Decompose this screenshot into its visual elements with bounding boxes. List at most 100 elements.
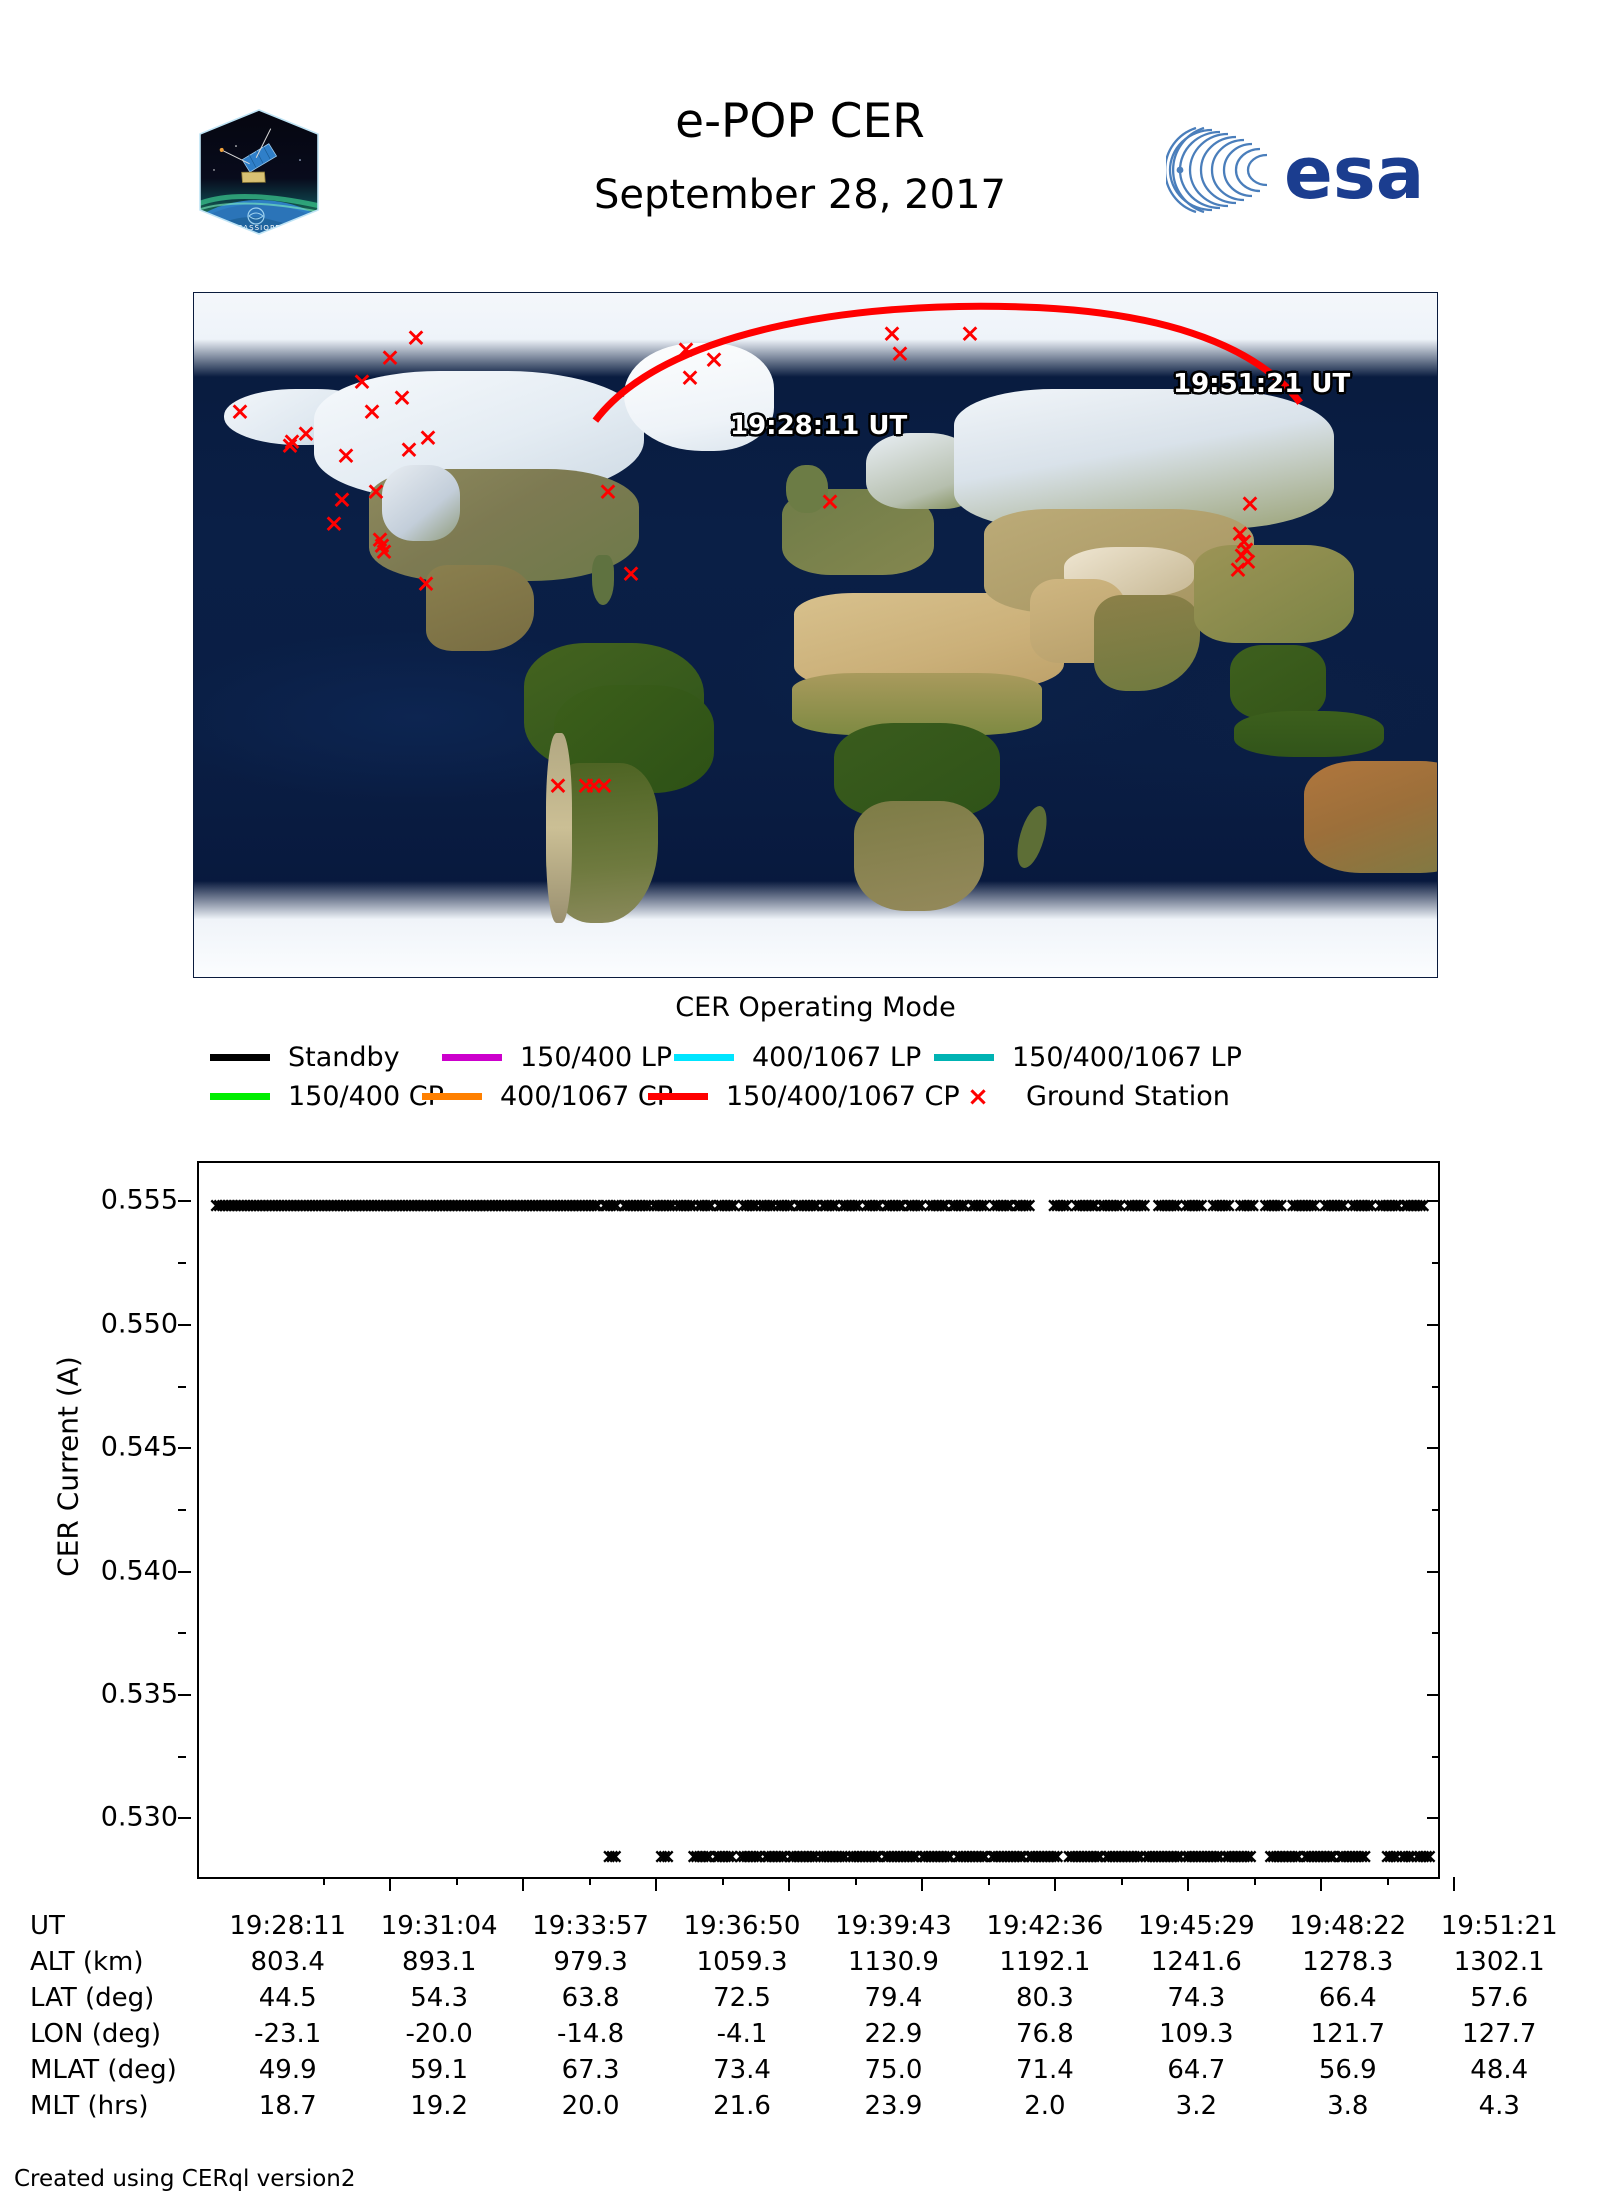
y-tick-mark-minor: [1432, 1508, 1440, 1511]
scatter-marker: ×: [1204, 1192, 1222, 1217]
scatter-marker: ×: [1303, 1844, 1320, 1869]
scatter-marker: ×: [625, 1192, 642, 1217]
legend-color-swatch: [648, 1093, 708, 1100]
ground-station-marker: ×: [881, 318, 903, 348]
table-row-header: ALT (km): [30, 1947, 144, 1977]
scatter-marker: ×: [530, 1192, 548, 1217]
scatter-marker: ×: [802, 1192, 819, 1217]
scatter-marker: ×: [1045, 1192, 1063, 1217]
y-tick-mark: [178, 1817, 191, 1820]
scatter-marker: ×: [1347, 1192, 1364, 1217]
x-tick-mark-minor: [1253, 1877, 1256, 1885]
legend-item-ground-station: × Ground Station: [948, 1081, 1230, 1112]
ground-station-marker: ×: [335, 440, 357, 470]
scatter-marker: ×: [1283, 1844, 1301, 1869]
ground-station-marker: ×: [391, 382, 413, 412]
legend-item-150-400-1067-cp: 150/400/1067 CP: [648, 1081, 960, 1112]
scatter-marker: ×: [766, 1844, 784, 1869]
scatter-marker: ×: [217, 1192, 235, 1217]
y-tick-mark: [178, 1200, 191, 1203]
scatter-marker: ×: [827, 1844, 845, 1869]
scatter-marker: ×: [1414, 1192, 1432, 1217]
scatter-marker: ×: [672, 1192, 690, 1217]
y-tick-mark-minor: [178, 1508, 186, 1511]
scatter-marker: ×: [986, 1844, 1004, 1869]
landmass-southeast-asia: [1230, 645, 1326, 719]
landmass-florida: [592, 555, 614, 605]
scatter-marker: ×: [789, 1192, 807, 1217]
scatter-marker: ×: [1183, 1192, 1201, 1217]
scatter-marker: ×: [921, 1192, 939, 1217]
scatter-marker: ×: [752, 1192, 770, 1217]
legend-row: 150/400 CP 400/1067 CP 150/400/1067 CP × Gro…: [210, 1077, 1440, 1116]
scatter-marker: ×: [1186, 1192, 1204, 1217]
world-map-orbit-panel: × × × × × × × × × × × × × × × × × × × × × × × × × × × × × × × × × × × × × × × …: [193, 292, 1438, 978]
scatter-marker: ×: [1244, 1192, 1262, 1217]
scatter-marker: ×: [744, 1844, 762, 1869]
scatter-marker: ×: [640, 1192, 658, 1217]
scatter-marker: ×: [920, 1844, 938, 1869]
scatter-marker: ×: [1156, 1844, 1174, 1869]
ground-station-marker: ×: [959, 318, 981, 348]
scatter-marker: ×: [1080, 1192, 1098, 1217]
scatter-marker: ×: [966, 1192, 984, 1217]
scatter-marker: ×: [1303, 1192, 1320, 1217]
scatter-marker: ×: [688, 1844, 706, 1869]
scatter-marker: ×: [1189, 1844, 1207, 1869]
scatter-marker: ×: [700, 1844, 718, 1869]
scatter-marker: ×: [350, 1192, 368, 1217]
scatter-marker: ×: [1289, 1844, 1307, 1869]
scatter-marker: ×: [223, 1192, 241, 1217]
scatter-marker: ×: [307, 1192, 324, 1217]
scatter-marker: ×: [1411, 1192, 1429, 1217]
ground-station-marker: ×: [620, 558, 642, 588]
scatter-marker: ×: [634, 1192, 652, 1217]
table-cell: 979.3: [553, 1947, 628, 1977]
scatter-marker: ×: [1306, 1844, 1323, 1869]
scatter-marker: ×: [549, 1192, 566, 1217]
scatter-marker: ×: [1287, 1192, 1305, 1217]
scatter-marker: ×: [608, 1192, 625, 1217]
scatter-marker: ×: [1107, 1844, 1125, 1869]
scatter-marker: ×: [1380, 1192, 1398, 1217]
scatter-marker: ×: [1388, 1844, 1405, 1869]
legend-color-swatch: [934, 1054, 994, 1061]
scatter-marker: ×: [1263, 1192, 1281, 1217]
scatter-marker: ×: [867, 1192, 885, 1217]
scatter-marker: ×: [1202, 1844, 1220, 1869]
ground-station-marker: ×: [405, 322, 427, 352]
scatter-marker: ×: [929, 1844, 947, 1869]
scatter-marker: ×: [239, 1192, 256, 1217]
table-cell: 19:48:22: [1289, 1911, 1407, 1941]
scatter-marker: ×: [690, 1192, 708, 1217]
table-row-header: LON (deg): [30, 2019, 162, 2049]
scatter-marker: ×: [1405, 1192, 1423, 1217]
scatter-marker: ×: [1399, 1192, 1417, 1217]
scatter-marker: ×: [310, 1192, 328, 1217]
scatter-marker: ×: [794, 1844, 812, 1869]
y-tick-mark-minor: [178, 1262, 186, 1265]
scatter-marker: ×: [648, 1192, 666, 1217]
legend-item-400-1067-cp: 400/1067 CP: [422, 1081, 673, 1112]
y-tick-mark: [1427, 1323, 1440, 1326]
table-cell: 22.9: [864, 2019, 923, 2049]
scatter-marker: ×: [288, 1192, 306, 1217]
title-block: e-POP CER September 28, 2017: [420, 98, 1180, 215]
scatter-marker: ×: [1229, 1844, 1247, 1869]
x-tick-mark-minor: [455, 1877, 458, 1885]
scatter-marker: ×: [864, 1192, 882, 1217]
scatter-marker: ×: [904, 1844, 922, 1869]
scatter-marker: ×: [1082, 1844, 1100, 1869]
scatter-marker: ×: [338, 1192, 355, 1217]
x-tick-mark: [1320, 1877, 1322, 1891]
scatter-marker: ×: [870, 1192, 888, 1217]
scatter-marker: ×: [901, 1844, 919, 1869]
scatter-marker: ×: [936, 1192, 954, 1217]
scatter-marker: ×: [1132, 1844, 1149, 1869]
scatter-marker: ×: [1091, 1844, 1109, 1869]
scatter-marker: ×: [369, 1192, 386, 1217]
cassiope-logo-text: CASSIOPE: [237, 224, 281, 232]
scatter-marker: ×: [912, 1192, 930, 1217]
scatter-marker: ×: [412, 1192, 430, 1217]
scatter-marker: ×: [1051, 1192, 1069, 1217]
